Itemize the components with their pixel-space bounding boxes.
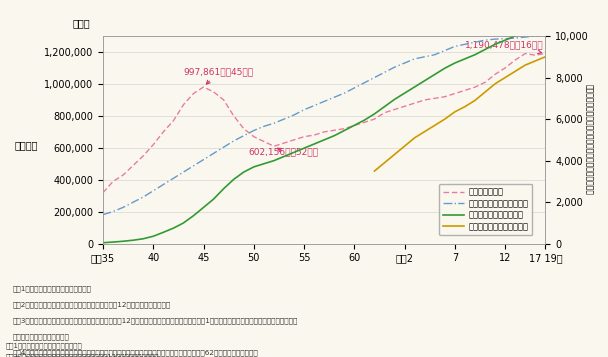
Text: 注　1　死傷者数は警察庁資料による。: 注 1 死傷者数は警察庁資料による。 (6, 343, 83, 350)
Text: 2　運転免許保有者数は警察庁資料により，各年12月末現在の値である。: 2 運転免許保有者数は警察庁資料により，各年12月末現在の値である。 (12, 302, 170, 308)
Text: 1,040,189人（19年）: 1,040,189人（19年） (0, 356, 1, 357)
Y-axis label: 運転免許保有者数・自動車保有台数・自動車走行キロ: 運転免許保有者数・自動車保有台数・自動車走行キロ (584, 84, 593, 195)
Text: （人）: （人） (72, 18, 90, 28)
Text: 3　自動車保有台数は国土交通省資料により，各年12月末現在の値である。保有台数には第1種及び第２種原動機付自転車並びに小型特殊: 3 自動車保有台数は国土交通省資料により，各年12月末現在の値である。保有台数に… (12, 318, 297, 325)
Text: 注　1　死傷者数は警察庁資料による。: 注 1 死傷者数は警察庁資料による。 (12, 286, 91, 292)
Y-axis label: 死傷者数: 死傷者数 (15, 140, 38, 150)
Text: 4　自動車走行キロは国土交通省資料により，各年度の値である。軽自動車によるものは昭和62年度から計上された。: 4 自動車走行キロは国土交通省資料により，各年度の値である。軽自動車によるものは… (12, 350, 258, 357)
Text: 602,156人（52年）: 602,156人（52年） (249, 147, 319, 156)
Text: 1,190,478人（16年）: 1,190,478人（16年） (465, 40, 544, 54)
Text: 2　運転免許保有者数は警察庁資料により，各年12月末現在の値である。: 2 運転免許保有者数は警察庁資料により，各年12月末現在の値である。 (6, 353, 159, 357)
Legend: 死傷者数（人）, 運転免許保有者数（万人）, 自動車保有台数（万台）, 自動車走行キロ（億キロ）: 死傷者数（人）, 運転免許保有者数（万人）, 自動車保有台数（万台）, 自動車走… (439, 183, 533, 235)
Text: 自動車を含まない。: 自動車を含まない。 (12, 334, 69, 341)
Text: 997,861人（45年）: 997,861人（45年） (184, 67, 254, 84)
